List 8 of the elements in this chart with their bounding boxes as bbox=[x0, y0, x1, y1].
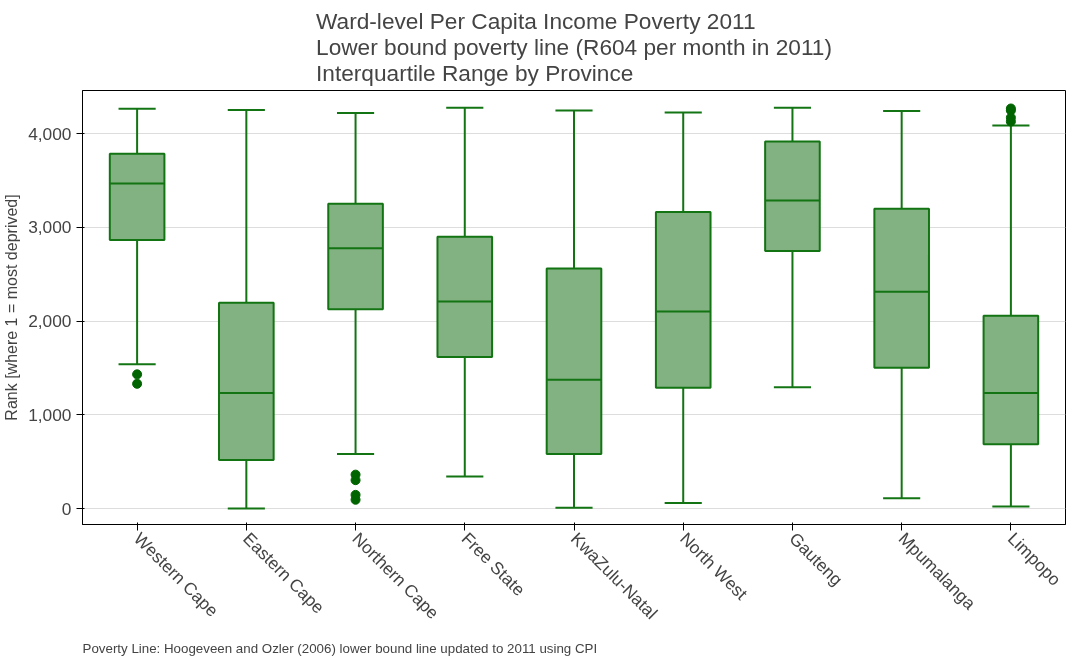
y-tick-label: 4,000 bbox=[28, 123, 72, 144]
y-tick-label: 3,000 bbox=[28, 217, 72, 238]
y-axis-title: Rank [where 1 = most deprived] bbox=[3, 194, 21, 421]
y-tick-label: 0 bbox=[61, 498, 72, 519]
y-tick-label: 1,000 bbox=[28, 404, 72, 425]
y-tick-label: 2,000 bbox=[28, 311, 72, 332]
chart-title: Ward-level Per Capita Income Poverty 2011 Lower bound poverty line (R604 per month in 2011) Interquartile Range by Province bbox=[316, 7, 832, 86]
text: Poverty Line: Hoogeveen and Ozler (2006) lower bound line updated to 2011 using CPI bbox=[82, 640, 598, 656]
